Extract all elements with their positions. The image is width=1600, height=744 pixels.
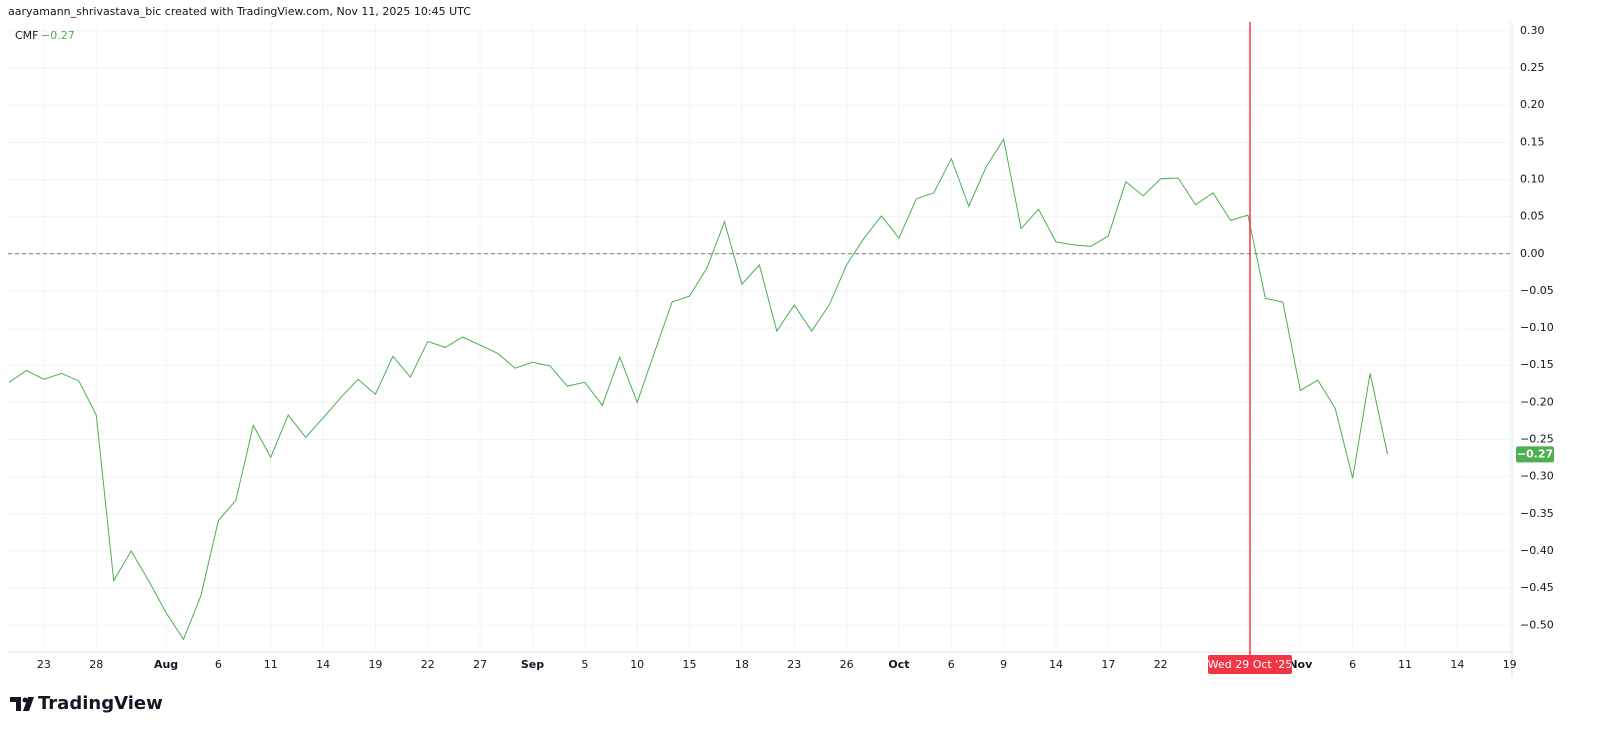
x-tick-label: 11 xyxy=(1398,658,1412,671)
x-tick-label: 9 xyxy=(1000,658,1007,671)
y-tick-label: 0.30 xyxy=(1520,24,1545,37)
y-tick-label: −0.25 xyxy=(1520,433,1554,446)
x-tick-label: Oct xyxy=(888,658,909,671)
logo xyxy=(10,697,34,711)
data-line xyxy=(8,138,1389,641)
x-tick-label: 26 xyxy=(840,658,854,671)
x-tick-label: 10 xyxy=(630,658,644,671)
y-tick-label: −0.20 xyxy=(1520,395,1554,408)
x-tick-label: 6 xyxy=(1349,658,1356,671)
x-tick-label: 18 xyxy=(735,658,749,671)
x-tick-label: 19 xyxy=(368,658,382,671)
x-tick-label: 6 xyxy=(948,658,955,671)
y-tick-label: −0.40 xyxy=(1520,544,1554,557)
x-tick-label: 5 xyxy=(581,658,588,671)
y-tick-label: 0.10 xyxy=(1520,173,1545,186)
y-tick-label: −0.15 xyxy=(1520,358,1554,371)
x-tick-label: Sep xyxy=(521,658,544,671)
x-tick-label: 22 xyxy=(1154,658,1168,671)
y-tick-label: 0.20 xyxy=(1520,98,1545,111)
x-tick-label: 14 xyxy=(316,658,330,671)
y-tick-label: −0.10 xyxy=(1520,321,1554,334)
x-tick-label: 23 xyxy=(37,658,51,671)
x-tick-label: 19 xyxy=(1503,658,1517,671)
crosshair-label-bg xyxy=(1208,655,1292,674)
y-tick-label: −0.05 xyxy=(1520,284,1554,297)
x-tick-label: 17 xyxy=(1101,658,1115,671)
legend-value: −0.27 xyxy=(41,29,75,42)
x-tick-label: 22 xyxy=(421,658,435,671)
y-tick-label: −0.35 xyxy=(1520,507,1554,520)
last-value-bg xyxy=(1516,446,1554,463)
last-value-label: −0.27 xyxy=(1517,447,1553,460)
y-tick-label: 0.25 xyxy=(1520,61,1545,74)
y-tick-label: −0.50 xyxy=(1520,618,1554,631)
x-tick-label: 27 xyxy=(473,658,487,671)
x-tick-label: Nov xyxy=(1288,658,1313,671)
brand: TradingView xyxy=(38,693,163,714)
y-tick-label: 0.05 xyxy=(1520,210,1545,223)
x-tick-label: 11 xyxy=(264,658,278,671)
x-tick-label: 14 xyxy=(1049,658,1063,671)
legend-name: CMF xyxy=(15,29,39,42)
x-tick-label: 14 xyxy=(1450,658,1464,671)
y-tick-label: 0.15 xyxy=(1520,135,1545,148)
y-tick-label: 0.00 xyxy=(1520,247,1545,260)
x-tick-label: 6 xyxy=(215,658,222,671)
x-tick-label: 15 xyxy=(683,658,697,671)
x-tick-label: Aug xyxy=(154,658,178,671)
y-tick-label: −0.30 xyxy=(1520,470,1554,483)
x-tick-label: 23 xyxy=(787,658,801,671)
crosshair-label: Wed 29 Oct '25 xyxy=(1208,658,1293,671)
x-tick-label: 28 xyxy=(89,658,103,671)
header: aaryamann_shrivastava_bic created with T… xyxy=(8,5,471,18)
y-tick-label: −0.45 xyxy=(1520,581,1554,594)
